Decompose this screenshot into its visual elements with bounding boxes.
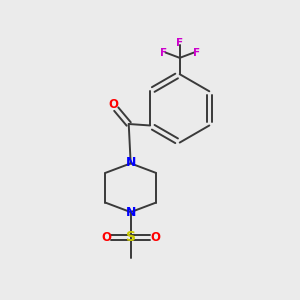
Text: F: F (176, 38, 183, 48)
Text: N: N (125, 156, 136, 169)
Text: N: N (125, 206, 136, 219)
Text: O: O (101, 231, 111, 244)
Text: O: O (108, 98, 118, 111)
Text: S: S (126, 230, 136, 244)
Text: O: O (150, 231, 160, 244)
Text: F: F (160, 47, 167, 58)
Text: F: F (193, 47, 200, 58)
